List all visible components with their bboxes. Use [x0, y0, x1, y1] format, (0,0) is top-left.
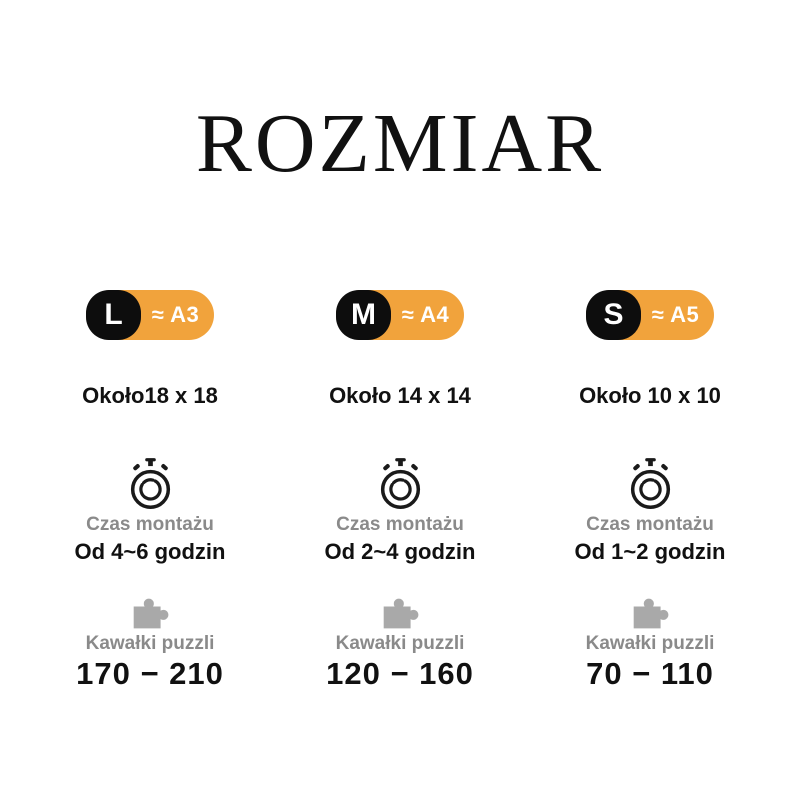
size-badge-l: L ≈ A3	[86, 290, 214, 340]
pieces-range: 120 − 160	[326, 656, 474, 692]
paper-size-approx: ≈ A3	[151, 302, 200, 327]
size-letter-chip: L	[86, 290, 141, 340]
assembly-time-label: Czas montażu	[86, 514, 214, 536]
size-badge-m: M ≈ A4	[336, 290, 464, 340]
assembly-time-label: Czas montażu	[336, 514, 464, 536]
pieces-range: 70 − 110	[586, 656, 714, 692]
size-letter-chip: S	[586, 290, 641, 340]
puzzle-piece-icon	[130, 593, 171, 630]
paper-size-approx: ≈ A4	[401, 302, 450, 327]
dimensions-text: Około18 x 18	[82, 383, 218, 408]
pieces-label: Kawałki puzzli	[585, 633, 715, 655]
dimensions-text: Około 14 x 14	[329, 383, 471, 408]
size-letter: L	[104, 298, 123, 331]
stopwatch-icon	[627, 458, 674, 511]
size-column-m: M ≈ A4 Około 14 x 14 Czas montażu Od 2~4…	[275, 290, 525, 691]
assembly-time-value: Od 1~2 godzin	[574, 538, 726, 564]
pieces-range: 170 − 210	[76, 656, 224, 692]
size-letter: M	[351, 298, 376, 331]
dimensions-text: Około 10 x 10	[579, 383, 721, 408]
paper-size-approx: ≈ A5	[651, 302, 700, 327]
size-column-s: S ≈ A5 Około 10 x 10 Czas montażu Od 1~2…	[525, 290, 775, 691]
pieces-label: Kawałki puzzli	[335, 633, 465, 655]
puzzle-piece-icon	[630, 593, 671, 630]
size-letter-chip: M	[336, 290, 391, 340]
assembly-time-value: Od 4~6 godzin	[74, 538, 226, 564]
assembly-time-value: Od 2~4 godzin	[324, 538, 476, 564]
pieces-label: Kawałki puzzli	[85, 633, 215, 655]
size-columns: L ≈ A3 Około18 x 18 Czas montażu Od 4~6 …	[0, 290, 800, 691]
puzzle-piece-icon	[380, 593, 421, 630]
page-title: ROZMIAR	[195, 97, 605, 190]
stopwatch-icon	[377, 458, 424, 511]
size-badge-s: S ≈ A5	[586, 290, 714, 340]
size-column-l: L ≈ A3 Około18 x 18 Czas montażu Od 4~6 …	[25, 290, 275, 691]
size-letter: S	[603, 298, 624, 331]
stopwatch-icon	[127, 458, 174, 511]
assembly-time-label: Czas montażu	[586, 514, 714, 536]
